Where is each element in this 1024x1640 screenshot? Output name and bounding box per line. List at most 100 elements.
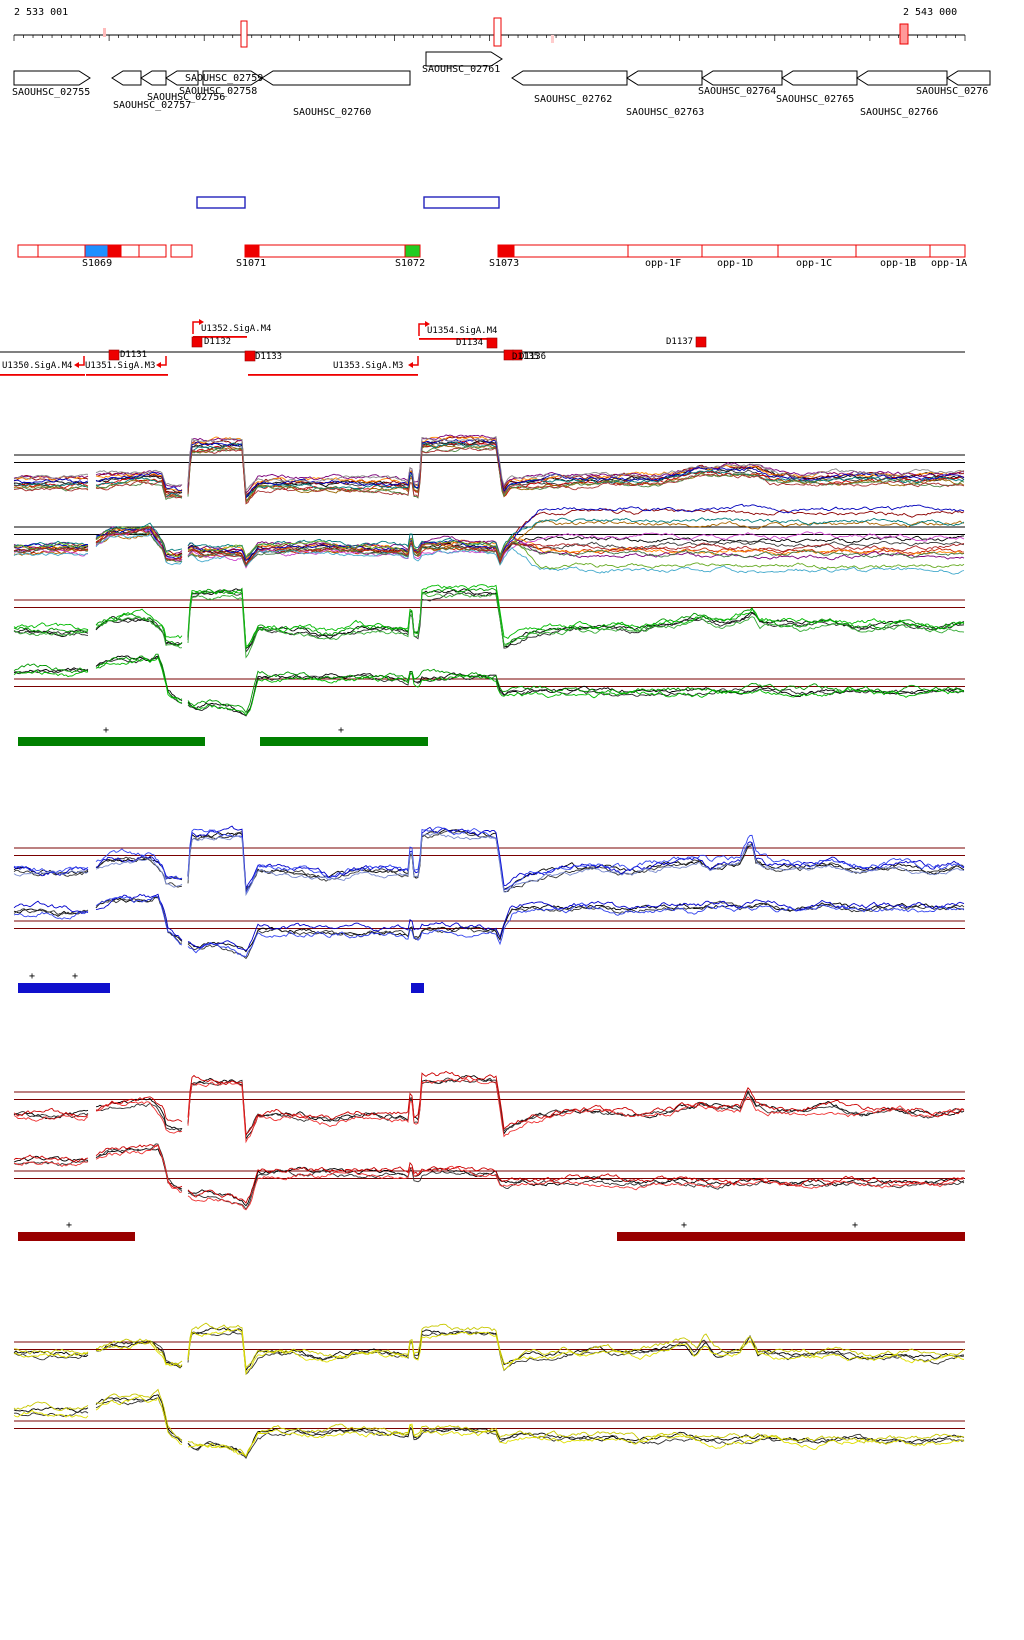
- promoter-flag-head-icon: [425, 321, 430, 327]
- motif-underline: [0, 374, 85, 376]
- promoter-flag-icon[interactable]: [418, 323, 426, 336]
- motif-underline: [193, 336, 247, 338]
- transcript-track: [17, 244, 966, 258]
- gene-arrow[interactable]: [111, 70, 142, 86]
- transcript-segment[interactable]: [107, 244, 122, 258]
- coverage-track-green-fwd: [13, 584, 965, 659]
- gene-arrow[interactable]: [856, 70, 948, 86]
- transcript-bar[interactable]: [244, 244, 421, 258]
- plus-mark: +: [338, 725, 344, 736]
- green-region-bar[interactable]: [18, 737, 205, 746]
- promoter-flag-icon[interactable]: [78, 356, 85, 366]
- coverage-line: [13, 587, 965, 649]
- terminator-box[interactable]: [503, 349, 514, 361]
- transcript-segment[interactable]: [84, 244, 109, 258]
- motif-track: [0, 319, 965, 376]
- coverage-line: [13, 655, 965, 717]
- ruler-marker: [240, 20, 248, 48]
- coverage-line: [13, 588, 965, 650]
- promoter-flag-icon[interactable]: [412, 356, 419, 366]
- terminator-box[interactable]: [695, 336, 707, 348]
- coverage-track-red-rev: [13, 1143, 965, 1211]
- coverage-line: [13, 525, 965, 570]
- ruler-marker: [493, 17, 502, 47]
- coverage-track-yellow-rev: [13, 1388, 965, 1460]
- coverage-line: [13, 441, 965, 498]
- transcript-bar[interactable]: [497, 244, 966, 258]
- plus-mark: +: [29, 971, 35, 982]
- coverage-line: [13, 653, 965, 714]
- coverage-line: [13, 826, 965, 894]
- coverage-line: [13, 1070, 965, 1135]
- promoter-flag-head-icon: [156, 362, 161, 368]
- coverage-line: [13, 446, 965, 505]
- coverage-track-red-fwd: [13, 1070, 965, 1144]
- transcript-segment[interactable]: [497, 244, 515, 258]
- terminator-box[interactable]: [244, 350, 256, 362]
- plus-mark: +: [103, 725, 109, 736]
- coverage-line: [13, 526, 965, 566]
- prediction-box[interactable]: [196, 196, 246, 209]
- blue-region-bar[interactable]: [18, 983, 110, 993]
- transcript-bar[interactable]: [170, 244, 193, 258]
- gene-arrow[interactable]: [626, 70, 703, 86]
- promoter-flag-head-icon: [74, 362, 79, 368]
- gene-arrow[interactable]: [701, 70, 783, 86]
- plus-mark: +: [66, 1220, 72, 1231]
- terminator-box[interactable]: [108, 349, 120, 361]
- coverage-line: [13, 434, 965, 494]
- gene-arrow[interactable]: [202, 70, 263, 86]
- coverage-line: [13, 1143, 965, 1211]
- coverage-line: [13, 533, 965, 575]
- ruler-marker: [103, 28, 106, 37]
- coverage-line: [13, 439, 965, 499]
- coverage-line: [13, 656, 965, 716]
- prediction-box[interactable]: [423, 196, 500, 209]
- ruler: [13, 17, 966, 48]
- transcript-segment[interactable]: [244, 244, 260, 258]
- coverage-track-blue-rev: [13, 893, 965, 960]
- promoter-flag-icon[interactable]: [192, 321, 200, 334]
- coverage-track-blue-fwd: [13, 825, 965, 897]
- gene-arrow[interactable]: [140, 70, 167, 86]
- motif-underline: [86, 374, 168, 376]
- coverage-line: [13, 1144, 965, 1211]
- green-region-bar[interactable]: [260, 737, 428, 746]
- plus-mark: +: [72, 971, 78, 982]
- gene-arrow[interactable]: [781, 70, 858, 86]
- coverage-line: [13, 438, 965, 500]
- coverage-track-green-rev: [13, 653, 965, 717]
- coverage-line: [13, 895, 965, 958]
- coverage-line: [13, 517, 965, 559]
- coverage-line: [13, 1147, 965, 1207]
- darkred-region-bar[interactable]: [18, 1232, 135, 1241]
- gene-arrow[interactable]: [425, 51, 503, 67]
- coverage-line: [13, 1394, 965, 1458]
- coverage-line: [13, 1388, 965, 1458]
- promoter-flag-icon[interactable]: [160, 356, 167, 366]
- gene-arrow[interactable]: [261, 70, 411, 86]
- coverage-line: [13, 1395, 965, 1457]
- gene-arrow[interactable]: [165, 70, 199, 86]
- promoter-flag-head-icon: [408, 362, 413, 368]
- coverage-track-multi-fwd: [13, 434, 965, 505]
- gene-arrow[interactable]: [511, 70, 628, 86]
- darkred-region-bar[interactable]: [617, 1232, 965, 1241]
- coverage-line: [13, 1078, 965, 1144]
- terminator-box[interactable]: [512, 349, 523, 361]
- gene-arrow[interactable]: [946, 70, 991, 86]
- coverage-line: [13, 1322, 965, 1369]
- terminator-box[interactable]: [486, 337, 498, 349]
- coverage-line: [13, 1330, 965, 1375]
- promoter-flag-head-icon: [199, 319, 204, 325]
- ruler-marker: [899, 23, 909, 45]
- gene-track: [13, 51, 991, 86]
- ruler-marker: [551, 35, 554, 43]
- gene-arrow[interactable]: [13, 70, 91, 86]
- terminator-box[interactable]: [191, 336, 203, 348]
- coverage-line: [13, 584, 965, 648]
- transcript-segment[interactable]: [404, 244, 421, 258]
- blue-region-bar[interactable]: [411, 983, 424, 993]
